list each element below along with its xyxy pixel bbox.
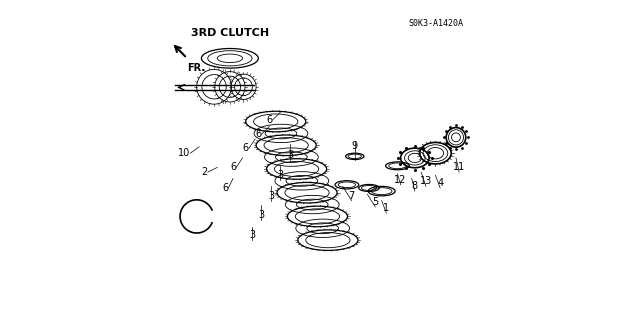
- Text: 6: 6: [243, 144, 249, 153]
- Text: 3: 3: [249, 230, 255, 240]
- Text: 12: 12: [394, 175, 407, 185]
- Text: 2: 2: [202, 167, 208, 177]
- Text: 7: 7: [349, 191, 355, 201]
- Text: S0K3-A1420A: S0K3-A1420A: [408, 19, 463, 28]
- Text: 3RD CLUTCH: 3RD CLUTCH: [191, 28, 269, 38]
- Text: 3: 3: [277, 170, 284, 180]
- Text: 3: 3: [268, 191, 274, 201]
- Text: 6: 6: [222, 183, 228, 193]
- Text: 10: 10: [178, 148, 190, 158]
- Text: 1: 1: [383, 203, 390, 213]
- Text: FR.: FR.: [187, 63, 205, 73]
- Text: 9: 9: [352, 141, 358, 151]
- Text: 3: 3: [287, 150, 293, 160]
- Text: 13: 13: [420, 176, 432, 186]
- Text: 8: 8: [412, 181, 418, 191]
- Text: 11: 11: [453, 162, 465, 172]
- Text: 5: 5: [372, 197, 378, 207]
- Text: 6: 6: [230, 162, 236, 172]
- Text: 6: 6: [255, 129, 262, 139]
- Text: 4: 4: [437, 178, 444, 188]
- Text: 3: 3: [259, 210, 264, 219]
- Text: 6: 6: [266, 115, 273, 125]
